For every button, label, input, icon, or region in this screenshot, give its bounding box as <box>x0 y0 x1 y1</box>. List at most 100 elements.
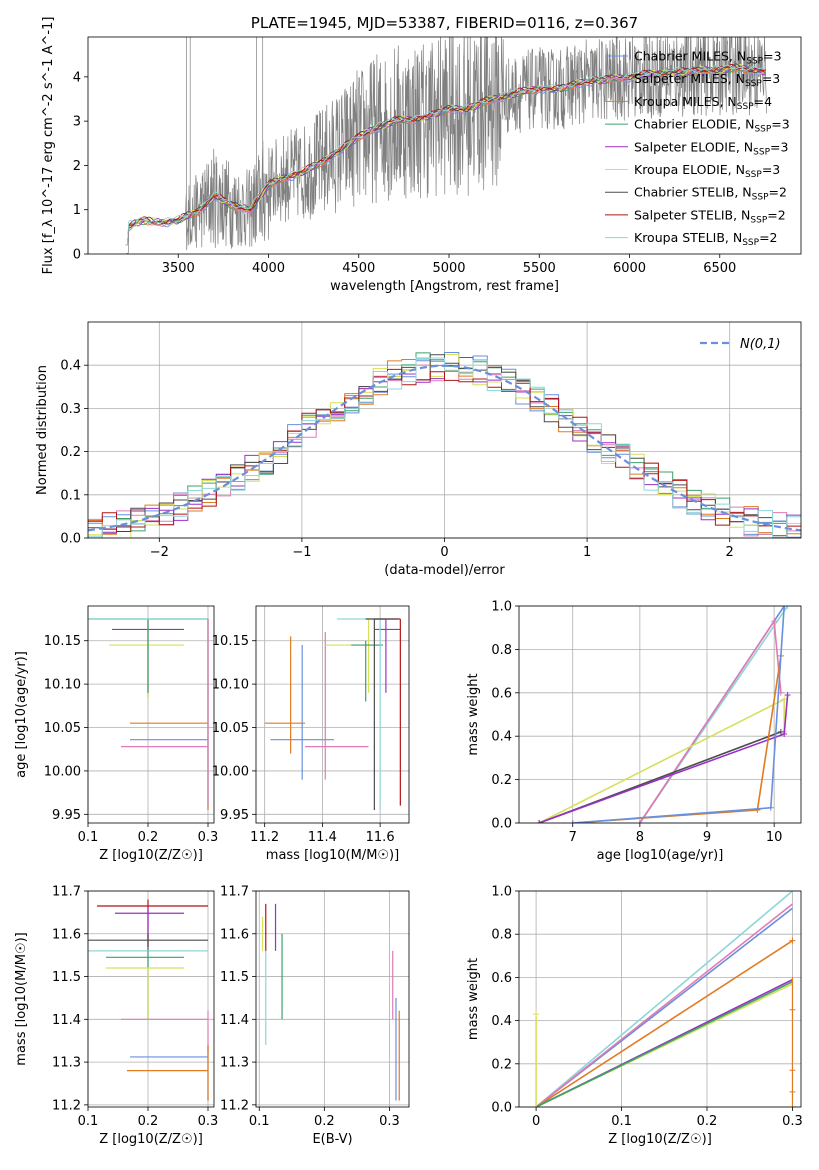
y-tick-label: 11.7 <box>220 885 249 900</box>
y-tick-label: 11.3 <box>52 1056 81 1071</box>
histogram-step <box>88 357 801 538</box>
chart-residuals: −2 −1 0 1 2 0.0 0.1 0.2 0.3 0.4 (data-model)/error… <box>35 321 802 578</box>
x-tick-label: 11.4 <box>308 830 337 845</box>
y-tick-label: 10.15 <box>44 634 81 649</box>
weight-marker <box>789 937 796 944</box>
y-tick-label: 4 <box>73 70 81 85</box>
y-tick-label: 0.0 <box>491 817 512 832</box>
legend-label: Kroupa MILES, N <box>634 94 737 109</box>
mass-age-point <box>264 636 306 754</box>
y-tick-label: 10.10 <box>44 678 81 693</box>
y-tick-label: 0.2 <box>60 445 81 460</box>
x-tick-label: 3500 <box>162 261 195 276</box>
y-tick-label: 0.6 <box>491 971 512 986</box>
y-tick-label: 11.7 <box>52 885 81 900</box>
weight-marker <box>777 728 784 735</box>
weight-marker <box>781 696 788 703</box>
plot-area <box>88 352 801 538</box>
weight-marker <box>569 820 576 823</box>
z-mass-point <box>121 1010 209 1054</box>
y-tick-label: 10.00 <box>212 764 249 779</box>
x-tick-label: 0.2 <box>314 1114 335 1129</box>
x-tick-label: 0.3 <box>198 1114 219 1129</box>
grid <box>256 606 409 823</box>
y-tick-label: 0.0 <box>491 1101 512 1116</box>
legend-entry: Chabrier MILES, NSSP=3 <box>634 49 782 67</box>
weight-line <box>535 891 794 1107</box>
z-mass-point <box>97 899 208 947</box>
z-mass-point <box>106 967 184 1020</box>
axes-frame <box>87 321 802 539</box>
y-tick-label: 2 <box>73 159 81 174</box>
y-tick-label: 0.8 <box>491 928 512 943</box>
legend-label: Chabrier MILES, N <box>634 49 746 64</box>
mass-age-point <box>336 618 386 810</box>
grid <box>256 890 409 1107</box>
weight-marker <box>784 691 791 698</box>
y-tick-label: 3 <box>73 115 81 130</box>
grid <box>87 606 214 823</box>
y-tick-label: 10.00 <box>44 764 81 779</box>
plot-area <box>88 618 209 810</box>
y-tick-label: 11.5 <box>220 970 249 985</box>
y-tick-label: 10.15 <box>212 634 249 649</box>
y-tick-label: 0.0 <box>60 532 81 547</box>
plot-area <box>536 606 791 823</box>
x-axis-label: age [log10(age/yr)] <box>597 848 724 863</box>
y-tick-label: 9.95 <box>220 808 249 823</box>
legend-label: Chabrier ELODIE, N <box>634 117 754 132</box>
z-age-point <box>88 618 208 693</box>
y-tick-label: 0.8 <box>491 643 512 658</box>
legend-label: Kroupa ELODIE, N <box>634 162 745 177</box>
z-mass-point <box>115 908 184 947</box>
legend-entry: Salpeter ELODIE, NSSP=3 <box>634 139 788 157</box>
legend-sub: SSP <box>745 79 762 89</box>
x-tick-label: 0.2 <box>138 1114 159 1129</box>
z-age-point <box>121 619 209 806</box>
mass-age-point <box>270 645 334 780</box>
legend-entry: Salpeter MILES, NSSP=3 <box>634 71 780 89</box>
x-tick-label: 5500 <box>523 261 556 276</box>
z-age-point <box>130 619 209 810</box>
axes-frame <box>255 605 410 824</box>
weight-marker <box>767 804 774 811</box>
x-tick-label: 0.2 <box>697 1114 718 1129</box>
y-tick-label: 0.4 <box>491 730 512 745</box>
weight-marker <box>533 1011 540 1018</box>
weight-marker <box>771 618 778 625</box>
x-tick-label: 0.1 <box>611 1114 632 1129</box>
y-tick-label: 0.6 <box>491 686 512 701</box>
x-tick-label: 0 <box>440 545 448 560</box>
weight-line <box>535 980 793 1107</box>
legend-sub: SSP <box>753 147 770 157</box>
chart-spectrum: 3500 4000 4500 5000 5500 6000 6500 0 1 2 3 4 wavelen… <box>41 14 802 294</box>
x-tick-label: 6500 <box>703 261 736 276</box>
legend-sub: SSP <box>750 215 767 225</box>
x-tick-label: 1 <box>583 545 591 560</box>
chart-z-age: 0.1 0.2 0.3 9.95 10.00 10.05 10.10 10.15 Z [log1… <box>14 605 218 863</box>
axes-frame <box>255 890 410 1108</box>
plot-area <box>125 37 767 254</box>
legend-label: Salpeter ELODIE, N <box>634 139 753 154</box>
y-tick-label: 9.95 <box>52 808 81 823</box>
legend-sub: SSP <box>742 238 759 248</box>
plot-area <box>88 899 209 1101</box>
axes-frame <box>87 605 215 824</box>
plot-area <box>264 618 401 810</box>
axes-frame <box>87 36 802 255</box>
weight-line <box>535 940 793 1107</box>
y-axis-label: Flux [f_λ 10^-17 erg cm^-2 s^-1 A^-1] <box>41 17 56 275</box>
axes-frame <box>87 890 215 1108</box>
y-tick-label: 10.05 <box>44 721 81 736</box>
legend-tail: =3 <box>763 49 781 64</box>
weight-marker <box>754 806 761 813</box>
legend-entry: Kroupa ELODIE, NSSP=3 <box>634 162 780 180</box>
legend-tail: =2 <box>767 207 785 222</box>
legend-tail: =2 <box>769 185 787 200</box>
y-tick-label: 11.5 <box>52 970 81 985</box>
x-axis-label: (data-model)/error <box>384 563 505 578</box>
chart-z-weight: 0 0.1 0.2 0.3 0.0 0.2 0.4 0.6 0.8 1.0 Z [log10(Z/Z… <box>466 885 803 1148</box>
legend-normal-label: N(0,1) <box>740 337 781 352</box>
weight-line <box>538 698 785 823</box>
z-mass-point <box>88 933 208 951</box>
